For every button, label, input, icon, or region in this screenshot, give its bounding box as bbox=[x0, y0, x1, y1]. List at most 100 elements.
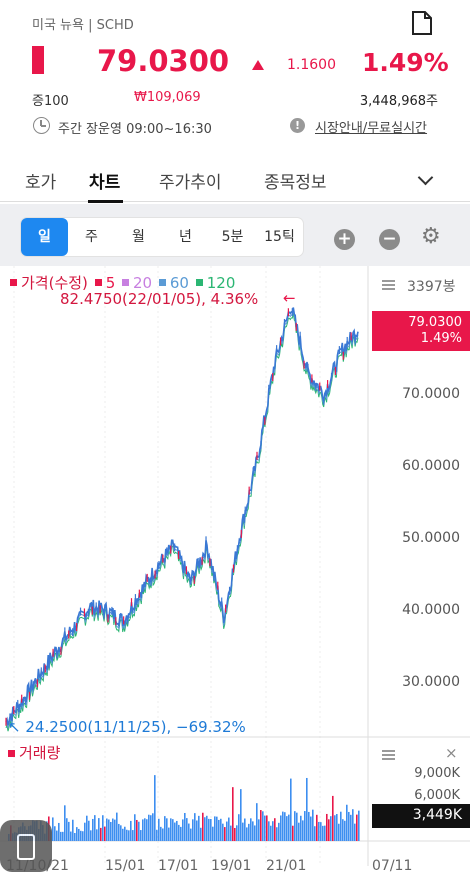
volume-title: 거래량 bbox=[8, 742, 60, 763]
volume-bar bbox=[92, 818, 94, 841]
volume-bar bbox=[200, 827, 202, 841]
chart-menu-icon[interactable] bbox=[382, 280, 395, 290]
volume-bar bbox=[144, 818, 146, 841]
current-tag-pct: 1.49% bbox=[420, 331, 462, 346]
volume-bar bbox=[82, 831, 84, 841]
volume-bar bbox=[74, 832, 76, 841]
volume-bar bbox=[330, 816, 332, 841]
volume-bar bbox=[190, 828, 192, 841]
period-year-button[interactable]: 년 bbox=[179, 229, 192, 245]
period-selector: 일 주 월 년 5분 15틱 bbox=[21, 218, 303, 256]
volume-bar bbox=[358, 810, 360, 841]
chevron-down-icon[interactable] bbox=[417, 169, 434, 186]
volume-bar bbox=[108, 819, 110, 841]
info-icon[interactable]: ! bbox=[290, 118, 305, 133]
volume-bar bbox=[290, 778, 292, 841]
tab-order-book[interactable]: 호가 bbox=[25, 173, 57, 193]
high-annotation: 82.4750(22/01/05), 4.36% bbox=[60, 290, 259, 308]
volume-bar bbox=[234, 827, 236, 841]
tab-price-trend[interactable]: 주가추이 bbox=[159, 173, 222, 193]
volume-bar bbox=[246, 827, 248, 841]
volume-bar bbox=[90, 830, 92, 841]
legend-ma60-swatch bbox=[158, 279, 166, 286]
volume-bar bbox=[104, 826, 106, 841]
volume-bar bbox=[106, 818, 108, 841]
price-bar-icon bbox=[32, 46, 44, 74]
volume-bar bbox=[158, 818, 160, 841]
active-tab-indicator bbox=[88, 200, 123, 203]
volume-bar bbox=[70, 831, 72, 841]
volume-bar bbox=[56, 830, 58, 841]
volume-bar bbox=[272, 821, 274, 841]
volume-bar bbox=[80, 830, 82, 841]
volume-bar bbox=[356, 814, 358, 841]
volume-bar bbox=[174, 822, 176, 841]
legend-price-swatch bbox=[10, 279, 17, 286]
current-price-tag: 79.0300 1.49% bbox=[372, 311, 470, 351]
volume-bar bbox=[118, 823, 120, 841]
period-5min-button[interactable]: 5분 bbox=[209, 218, 256, 256]
volume-bar bbox=[148, 814, 150, 841]
volume-bar bbox=[240, 789, 242, 841]
tab-stock-info[interactable]: 종목정보 bbox=[264, 173, 327, 193]
x-tick: 17/01 bbox=[158, 858, 199, 874]
volume-bar bbox=[194, 813, 196, 841]
up-triangle-icon bbox=[252, 60, 264, 70]
price-chart[interactable]: 가격(수정) 5 20 60 120 3397봉 82.4750(22/01/0… bbox=[0, 266, 470, 881]
volume-bar bbox=[310, 816, 312, 841]
volume-bar bbox=[150, 815, 152, 841]
zoom-out-button[interactable]: − bbox=[379, 229, 400, 250]
document-icon[interactable] bbox=[411, 11, 433, 35]
period-day-button[interactable]: 일 bbox=[21, 218, 68, 256]
volume-bar bbox=[164, 816, 166, 841]
volume-bar bbox=[100, 827, 102, 841]
volume-bar bbox=[88, 820, 90, 841]
volume-current-tag: 3,449K bbox=[372, 804, 470, 828]
tab-chart[interactable]: 차트 bbox=[89, 173, 121, 193]
period-month-button[interactable]: 월 bbox=[132, 229, 145, 245]
period-15tick-button[interactable]: 15틱 bbox=[256, 218, 303, 256]
volume-bar bbox=[98, 818, 100, 841]
volume-bar bbox=[214, 816, 216, 841]
volume-bar bbox=[238, 814, 240, 841]
volume-bar bbox=[340, 811, 342, 841]
volume-bar bbox=[244, 818, 246, 841]
current-tag-price: 79.0300 bbox=[408, 315, 462, 330]
rotate-screen-button[interactable] bbox=[0, 820, 52, 872]
volume-bar bbox=[338, 823, 340, 841]
volume-bar bbox=[344, 820, 346, 841]
market-info-link[interactable]: 시장안내/무료실시간 bbox=[315, 121, 428, 136]
volume-bar bbox=[260, 810, 262, 841]
volume-bar bbox=[110, 821, 112, 841]
candle-count: 3397봉 bbox=[407, 279, 456, 295]
chart-legend: 가격(수정) 5 20 60 120 bbox=[8, 272, 235, 293]
volume-bar bbox=[230, 825, 232, 841]
volume-bar bbox=[208, 818, 210, 841]
volume-bar bbox=[232, 787, 234, 841]
legend-ma20-swatch bbox=[122, 279, 130, 286]
volume-bar bbox=[336, 814, 338, 841]
volume-bar bbox=[354, 823, 356, 841]
y-tick: 60.0000 bbox=[402, 458, 460, 474]
low-arrow-icon: ↖ bbox=[8, 718, 21, 736]
volume-bar bbox=[308, 811, 310, 841]
volume-bar bbox=[348, 811, 350, 841]
volume-bar bbox=[176, 820, 178, 841]
volume-bar bbox=[166, 818, 168, 841]
volume-bar bbox=[78, 828, 80, 841]
volume-bar bbox=[306, 777, 308, 841]
volume-bar bbox=[102, 815, 104, 841]
legend-ma5-label: 5 bbox=[105, 274, 116, 292]
volume-bar bbox=[264, 815, 266, 841]
volume-menu-icon[interactable] bbox=[382, 750, 395, 760]
volume-bar bbox=[300, 815, 302, 841]
volume-bar bbox=[138, 821, 140, 841]
period-week-button[interactable]: 주 bbox=[85, 229, 98, 245]
volume-bar bbox=[154, 775, 156, 841]
gear-icon[interactable]: ⚙ bbox=[421, 224, 441, 249]
close-icon[interactable]: × bbox=[445, 744, 458, 762]
volume-bar bbox=[278, 822, 280, 841]
volume-bar bbox=[228, 817, 230, 841]
volume-bar bbox=[316, 814, 318, 841]
zoom-in-button[interactable]: + bbox=[334, 229, 355, 250]
